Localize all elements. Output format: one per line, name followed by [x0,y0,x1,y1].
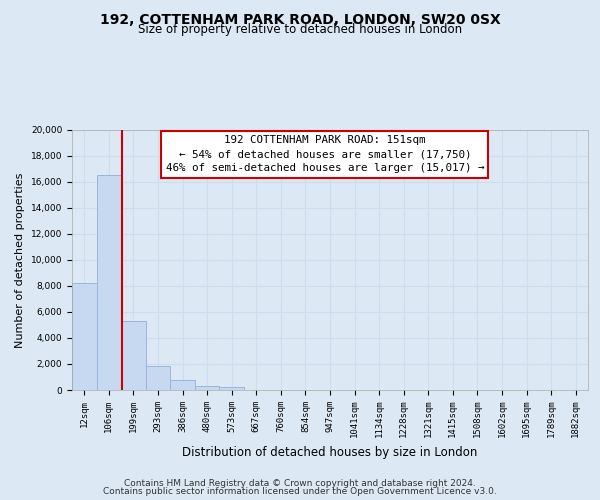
X-axis label: Distribution of detached houses by size in London: Distribution of detached houses by size … [182,446,478,458]
Bar [146,366,170,390]
Text: Size of property relative to detached houses in London: Size of property relative to detached ho… [138,22,462,36]
Bar [220,387,244,390]
Bar [97,175,121,390]
Text: Contains public sector information licensed under the Open Government Licence v3: Contains public sector information licen… [103,487,497,496]
Bar [121,321,146,390]
Bar [195,386,220,390]
Text: 192 COTTENHAM PARK ROAD: 151sqm
← 54% of detached houses are smaller (17,750)
46: 192 COTTENHAM PARK ROAD: 151sqm ← 54% of… [166,135,484,173]
Y-axis label: Number of detached properties: Number of detached properties [15,172,25,348]
Text: Contains HM Land Registry data © Crown copyright and database right 2024.: Contains HM Land Registry data © Crown c… [124,478,476,488]
Bar [170,380,195,390]
Bar [72,284,97,390]
Text: 192, COTTENHAM PARK ROAD, LONDON, SW20 0SX: 192, COTTENHAM PARK ROAD, LONDON, SW20 0… [100,12,500,26]
